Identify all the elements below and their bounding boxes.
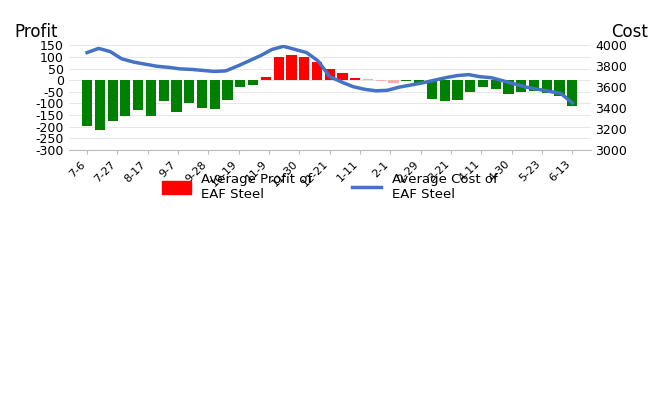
Bar: [555, 80, 565, 96]
Bar: [210, 80, 220, 109]
Bar: [184, 80, 195, 103]
Bar: [248, 80, 258, 85]
Bar: [567, 80, 577, 106]
Bar: [222, 80, 232, 100]
Bar: [107, 80, 118, 121]
Bar: [95, 80, 105, 130]
Bar: [389, 80, 399, 82]
Bar: [401, 80, 412, 81]
Bar: [338, 73, 348, 80]
Bar: [324, 68, 335, 80]
Bar: [197, 80, 207, 108]
Text: Cost: Cost: [611, 23, 648, 41]
Bar: [452, 80, 463, 100]
Bar: [312, 62, 322, 80]
Bar: [82, 80, 92, 125]
Bar: [427, 80, 437, 99]
Bar: [120, 80, 130, 116]
Bar: [516, 80, 526, 92]
Bar: [440, 80, 449, 101]
Bar: [478, 80, 488, 87]
Bar: [503, 80, 514, 94]
Bar: [235, 80, 246, 87]
Bar: [146, 80, 156, 116]
Bar: [261, 77, 271, 80]
Bar: [286, 55, 297, 80]
Text: Profit: Profit: [14, 23, 58, 41]
Bar: [350, 78, 360, 80]
Bar: [363, 79, 373, 80]
Bar: [542, 80, 552, 93]
Bar: [299, 57, 309, 80]
Bar: [159, 80, 169, 101]
Bar: [491, 80, 501, 90]
Bar: [171, 80, 181, 111]
Bar: [414, 80, 424, 82]
Bar: [529, 80, 539, 91]
Bar: [273, 57, 284, 80]
Bar: [133, 80, 143, 110]
Legend: Average Profit of
EAF Steel, Average Cost of
EAF Steel: Average Profit of EAF Steel, Average Cos…: [157, 168, 503, 206]
Bar: [465, 80, 475, 92]
Bar: [376, 80, 386, 81]
